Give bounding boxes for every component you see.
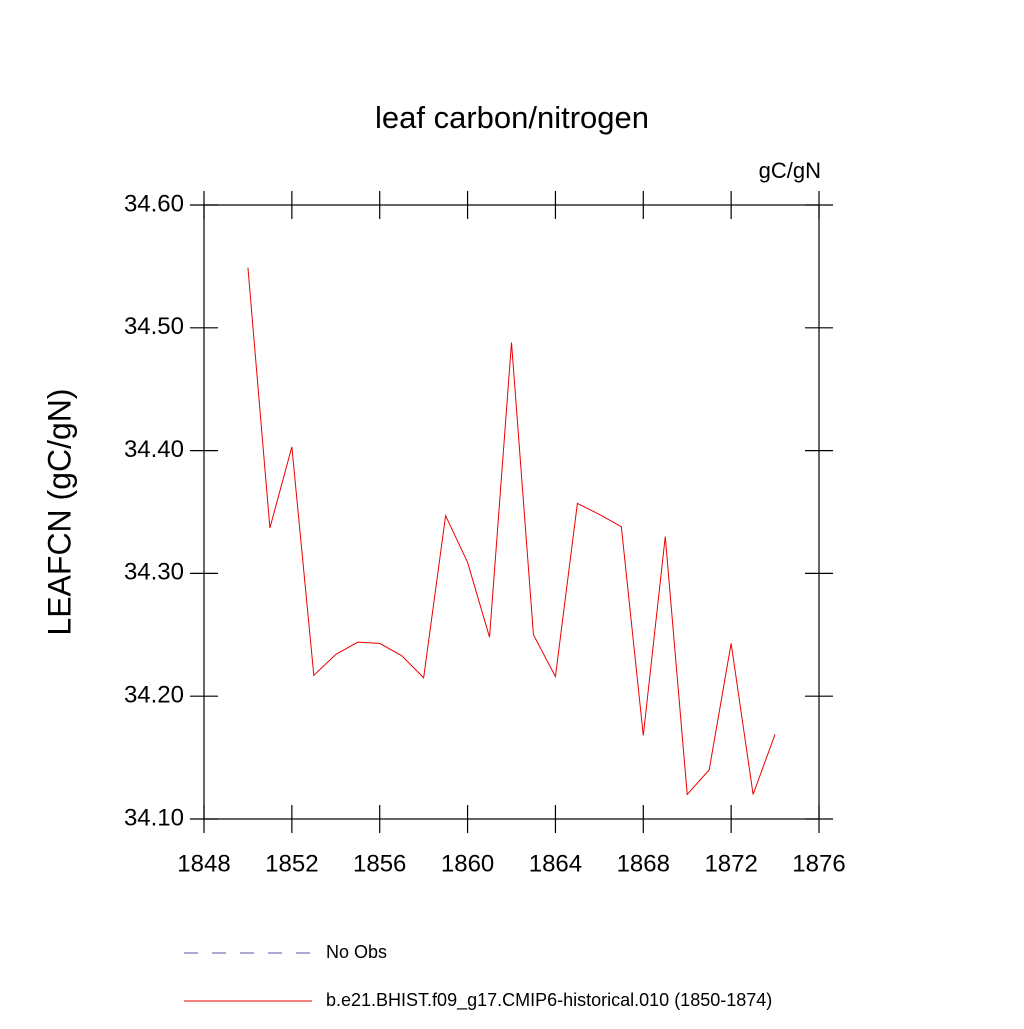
x-tick-label: 1868	[617, 850, 670, 877]
legend-label: b.e21.BHIST.f09_g17.CMIP6-historical.010…	[326, 990, 772, 1011]
y-axis-label: LEAFCN (gC/gN)	[41, 388, 77, 635]
units-label: gC/gN	[759, 158, 821, 183]
y-tick-label: 34.20	[124, 682, 184, 709]
legend-label: No Obs	[326, 942, 387, 962]
x-tick-label: 1864	[529, 850, 582, 877]
x-tick-label: 1872	[704, 850, 757, 877]
y-tick-label: 34.40	[124, 436, 184, 463]
x-tick-label: 1856	[353, 850, 406, 877]
x-tick-label: 1848	[177, 850, 230, 877]
y-tick-label: 34.60	[124, 190, 184, 217]
y-tick-label: 34.50	[124, 313, 184, 340]
y-tick-label: 34.10	[124, 804, 184, 831]
plot-frame	[203, 204, 820, 820]
x-tick-label: 1852	[265, 850, 318, 877]
chart-title: leaf carbon/nitrogen	[375, 100, 649, 135]
x-tick-label: 1860	[441, 850, 494, 877]
x-tick-label: 1876	[792, 850, 845, 877]
data-line	[247, 267, 776, 796]
y-tick-label: 34.30	[124, 559, 184, 586]
